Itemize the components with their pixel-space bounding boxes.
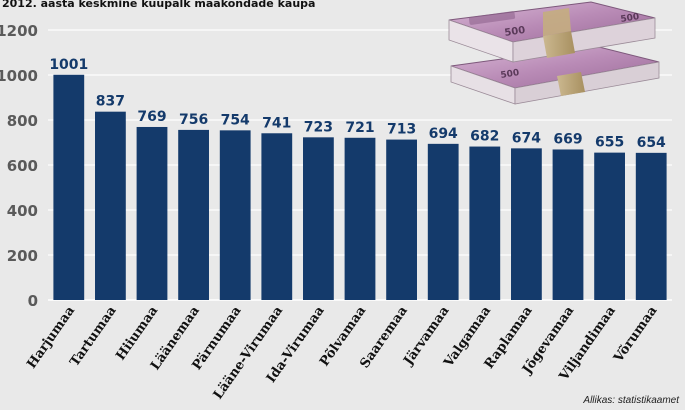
bar [511, 148, 542, 300]
chart-title: 2012. aasta keskmine kuupalk maakondade … [2, 0, 316, 10]
banknote-stack-image: 500 500 500 [448, 1, 660, 105]
bar [53, 74, 85, 301]
y-tick-label: 400 [7, 202, 38, 220]
bar-value-label: 674 [512, 130, 541, 146]
bar [344, 137, 376, 300]
bars [53, 74, 667, 301]
bar [469, 146, 501, 300]
bar [303, 137, 334, 300]
y-tick-label: 1000 [0, 67, 38, 85]
source-note: Allikas: statistikaamet [583, 395, 679, 406]
bar-value-label: 723 [304, 119, 333, 135]
bar-value-label: 1001 [49, 57, 88, 73]
bar [427, 143, 459, 300]
bar-value-label: 682 [470, 129, 499, 145]
bar-value-label: 837 [96, 94, 125, 110]
bar-value-label: 694 [429, 126, 458, 142]
y-tick-label: 0 [28, 292, 38, 310]
bar [386, 139, 417, 300]
bar-value-label: 756 [179, 112, 208, 128]
bar [261, 133, 293, 300]
y-axis-ticks: 0 200 400 600 800 1000 1200 [0, 22, 38, 310]
bar [136, 126, 168, 300]
bar [635, 152, 667, 300]
bar-value-label: 741 [262, 115, 291, 131]
banknote-label: 500 [620, 12, 640, 25]
bar-value-label: 769 [137, 109, 166, 125]
bar-value-labels: 1001 837 769 756 754 741 723 721 713 694 682 674 669… [49, 57, 666, 151]
bar-value-label: 754 [221, 112, 250, 128]
bar [219, 130, 251, 300]
bar-value-label: 721 [345, 120, 374, 136]
y-tick-label: 600 [7, 157, 38, 175]
bar [594, 152, 625, 300]
bar-value-label: 654 [637, 135, 666, 151]
banknote-label: 500 [504, 25, 526, 39]
bar [552, 149, 584, 300]
bar-value-label: 669 [553, 131, 582, 147]
y-tick-label: 200 [7, 247, 38, 265]
bar [95, 111, 126, 300]
x-axis-ticks: HarjumaaTartumaaHiiumaaLäänemaaPärnumaaL… [24, 303, 660, 402]
bar-value-label: 655 [595, 135, 624, 151]
y-tick-label: 1200 [0, 22, 38, 40]
bar [178, 129, 209, 300]
bar-value-label: 713 [387, 122, 416, 138]
banknote-label: 500 [500, 68, 520, 81]
y-tick-label: 800 [7, 112, 38, 130]
